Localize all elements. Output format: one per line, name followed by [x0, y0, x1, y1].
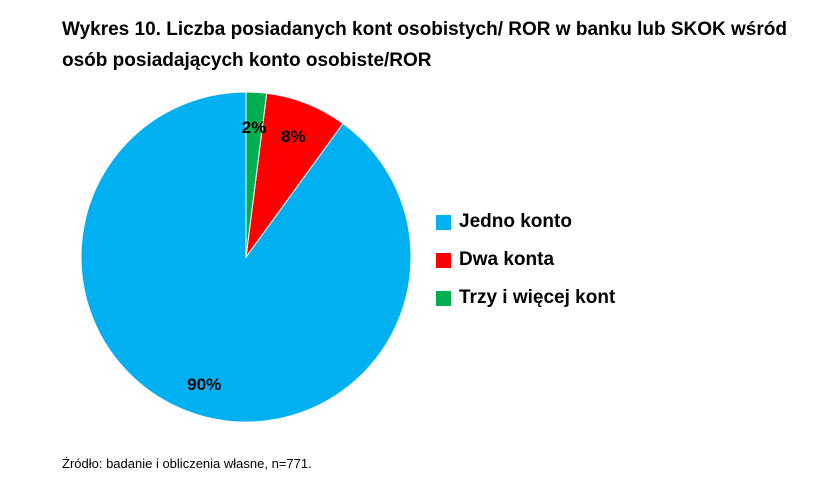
legend-swatch-dwa-konta [436, 252, 451, 268]
legend-item-jedno-konto: Jedno konto [436, 203, 615, 241]
data-label-dwa-konta: 8% [281, 127, 306, 146]
legend-swatch-jedno-konto [436, 214, 451, 230]
chart-title: Wykres 10. Liczba posiadanych kont osobi… [62, 19, 787, 71]
legend: Jedno konto Dwa konta Trzy i więcej kont [436, 203, 615, 317]
legend-item-trzy-i-wiecej-kont: Trzy i więcej kont [436, 279, 615, 317]
legend-item-dwa-konta: Dwa konta [436, 241, 615, 279]
legend-label-trzy-i-wiecej-kont: Trzy i więcej kont [459, 287, 616, 308]
legend-label-jedno-konto: Jedno konto [459, 211, 572, 232]
source-note: Źródło: badanie i obliczenia własne, n=7… [62, 456, 312, 471]
data-label-jedno-konto: 90% [187, 375, 221, 394]
data-label-trzy-i-wiecej-kont: 2% [242, 118, 267, 137]
pie-slice-trzy-i-wiecej-kont [245, 91, 268, 258]
legend-swatch-trzy-i-wiecej-kont [436, 290, 451, 306]
legend-label-dwa-konta: Dwa konta [459, 249, 555, 270]
